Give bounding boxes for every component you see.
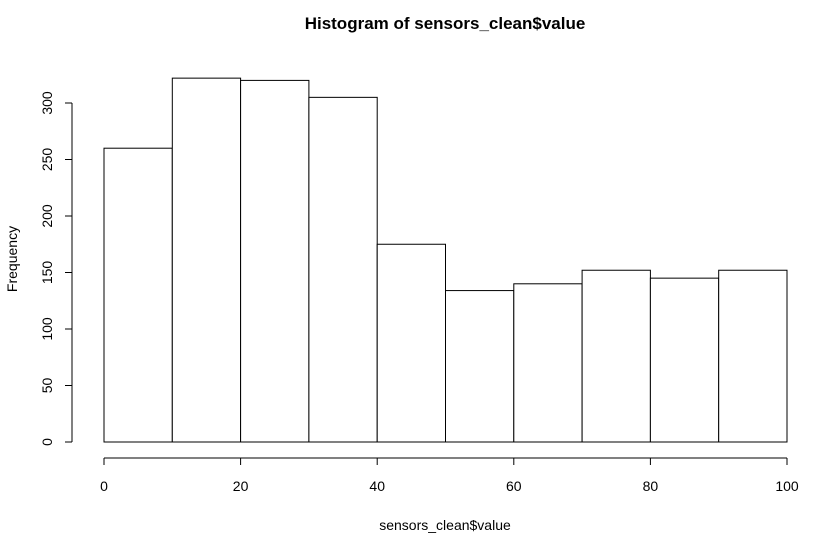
y-axis-label: Frequency	[4, 226, 20, 292]
y-tick-label: 200	[39, 204, 55, 228]
histogram-bar-5	[376, 243, 447, 443]
y-tick-label: 150	[39, 261, 55, 285]
histogram-bar-7	[513, 283, 583, 443]
x-axis-label: sensors_clean$value	[379, 517, 511, 533]
histogram-bar-9	[649, 277, 720, 443]
histogram-bar-10	[718, 269, 788, 443]
y-axis: 0 50 100 150 200 250 300	[39, 91, 73, 446]
histogram-bar-6	[445, 290, 515, 443]
x-tick-label: 100	[775, 478, 799, 494]
x-tick-label: 0	[100, 478, 108, 494]
y-tick-label: 0	[39, 438, 55, 446]
histogram-bar-3	[240, 79, 310, 443]
chart-title: Histogram of sensors_clean$value	[305, 14, 586, 33]
x-tick-label: 80	[643, 478, 659, 494]
y-tick-label: 100	[39, 317, 55, 341]
bars-group	[103, 77, 788, 443]
histogram-bar-8	[581, 269, 651, 443]
histogram-bar-1	[103, 147, 173, 443]
x-tick-label: 60	[506, 478, 522, 494]
x-axis: 0 20 40 60 80 100	[100, 457, 799, 494]
y-tick-label: 300	[39, 91, 55, 115]
histogram-bar-2	[171, 77, 242, 443]
histogram-bar-4	[308, 96, 378, 443]
x-tick-label: 20	[233, 478, 249, 494]
y-tick-label: 250	[39, 148, 55, 172]
y-tick-label: 50	[39, 378, 55, 394]
x-tick-label: 40	[369, 478, 385, 494]
